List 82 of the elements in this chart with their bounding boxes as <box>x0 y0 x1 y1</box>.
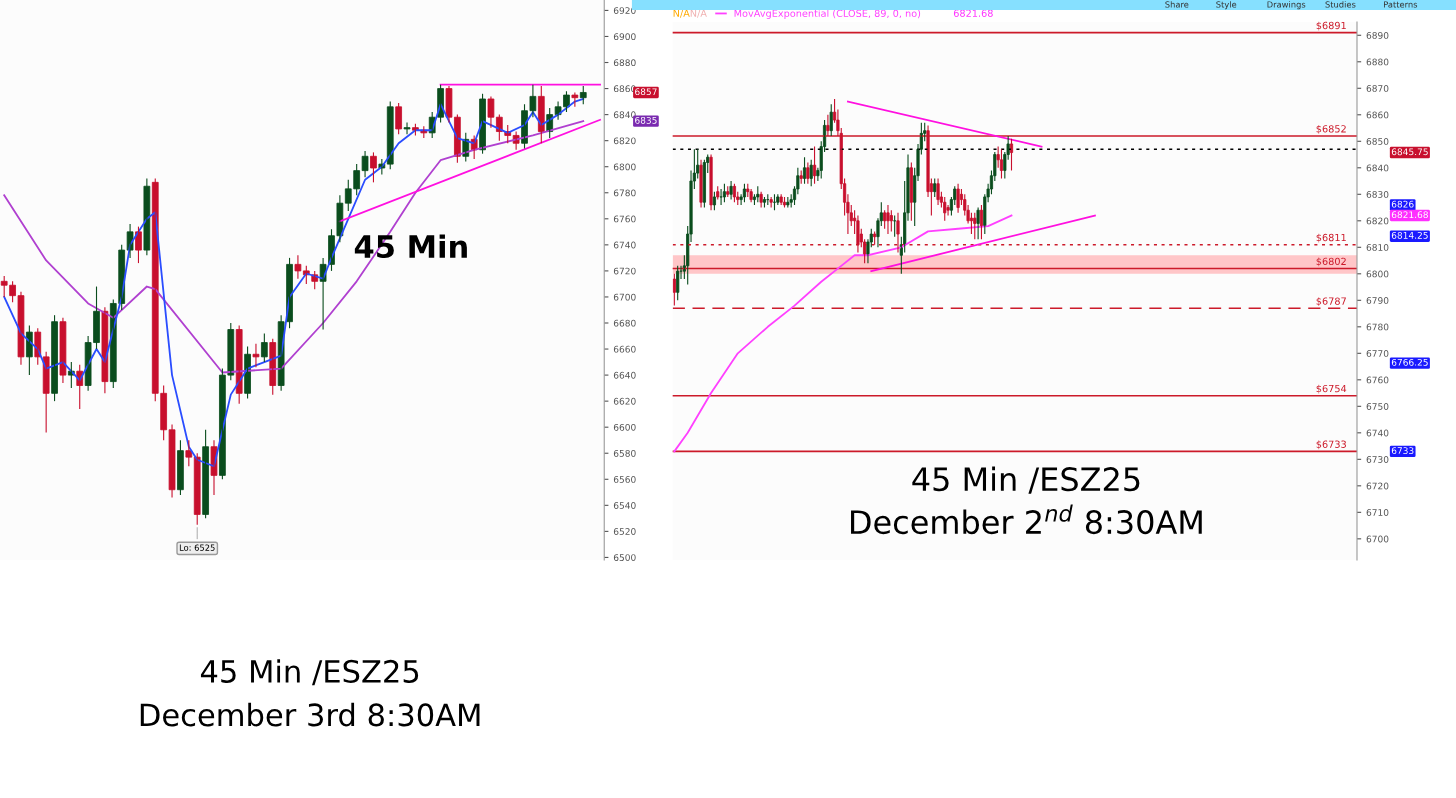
annotation: Lo: 6525 <box>179 544 215 551</box>
y-tick-label: 6620 <box>613 397 636 405</box>
y-tick-label: 6760 <box>613 215 636 223</box>
y-tick-label: 6870 <box>1366 85 1389 92</box>
text: Style <box>1216 1 1237 10</box>
y-tick-label: 6740 <box>1366 429 1389 437</box>
candlestick <box>261 332 268 363</box>
y-tick-label: 6540 <box>613 502 636 509</box>
y-tick-label: 6820 <box>613 137 636 145</box>
y-tick-label: 6720 <box>1366 482 1389 490</box>
text: N/A <box>690 9 707 18</box>
text: 6835 <box>635 116 657 124</box>
y-tick-label: 6860 <box>1366 111 1389 119</box>
y-tick-label: 6680 <box>613 319 636 327</box>
candlestick <box>177 439 184 496</box>
y-tick-label: 6720 <box>613 267 636 275</box>
ref-line-label: $6802 <box>1316 257 1346 267</box>
text: 6821.68 <box>953 9 993 17</box>
text: Drawings <box>1267 1 1306 10</box>
annotation: 45 Min /ESZ25 December 2$^{nd}$ 8:30AM <box>851 466 1202 535</box>
candlestick <box>716 185 720 201</box>
y-tick-label: 6880 <box>1366 58 1389 66</box>
candlestick <box>571 91 579 108</box>
y-tick-label: 6560 <box>613 476 636 483</box>
y-tick-label: 6710 <box>1366 509 1389 516</box>
y-tick-label: 6900 <box>613 33 636 41</box>
candlestick <box>786 196 790 209</box>
y-tick-label: 6700 <box>613 293 636 301</box>
text: 6733 <box>1391 447 1414 454</box>
ref-line-label: $6811 <box>1316 233 1346 243</box>
y-tick-label: 6770 <box>1366 350 1389 357</box>
ref-line-label: $6754 <box>1316 384 1347 394</box>
line-series <box>3 120 585 374</box>
y-tick-label: 6580 <box>613 449 636 457</box>
y-tick-label: 6640 <box>613 371 636 379</box>
ref-line-label: $6787 <box>1316 297 1346 307</box>
y-tick-label: 6840 <box>613 111 636 119</box>
text: 6821.68 <box>1391 211 1428 219</box>
y-tick-label: 6520 <box>613 528 636 535</box>
text: 6845.75 <box>1391 148 1428 156</box>
candlestick <box>403 121 411 135</box>
ref-line-label: $6852 <box>1316 124 1346 134</box>
text: Studies <box>1325 1 1356 8</box>
y-tick-label: 6810 <box>1366 244 1389 251</box>
y-tick-label: 6700 <box>1366 535 1389 543</box>
candlestick <box>395 102 402 135</box>
y-tick-label: 6820 <box>1366 217 1389 225</box>
y-tick-label: 6600 <box>613 423 636 431</box>
y-tick-label: 6660 <box>613 345 636 353</box>
y-tick-label: 6760 <box>1366 376 1389 384</box>
text: 6814.25 <box>1391 231 1428 239</box>
text: Share <box>1165 1 1189 8</box>
ref-line-label: $6891 <box>1316 21 1346 31</box>
text: Patterns <box>1384 1 1418 8</box>
candlestick <box>579 85 587 105</box>
y-tick-label: 6730 <box>1366 456 1389 463</box>
y-tick-label: 6790 <box>1366 297 1389 304</box>
text: 45 Min /ESZ25 December 3rd 8:30AM <box>140 659 480 727</box>
candlestick <box>779 193 783 206</box>
text: 6826 <box>1391 200 1414 208</box>
y-tick-label: 6850 <box>1366 138 1389 145</box>
y-tick-label: 6890 <box>1366 32 1389 39</box>
y-tick-label: 6880 <box>613 59 636 67</box>
y-tick-label: 6500 <box>613 554 636 561</box>
candlestick <box>252 343 260 368</box>
y-tick-label: 6780 <box>613 189 636 197</box>
y-tick-label: 6800 <box>1366 270 1389 278</box>
y-tick-label: 6750 <box>1366 403 1389 410</box>
y-tick-label: 6800 <box>613 163 636 171</box>
legend-label: MovAvgExponential (CLOSE, 89, 0, no) <box>734 9 921 19</box>
candlestick <box>370 151 377 183</box>
text: 6857 <box>635 88 657 96</box>
candlestick <box>185 439 193 467</box>
y-tick-label: 6830 <box>1366 191 1389 198</box>
line-series <box>673 214 1013 453</box>
y-tick-label: 6740 <box>613 241 636 249</box>
text: 6766.25 <box>1391 358 1428 366</box>
y-tick-label: 6780 <box>1366 323 1389 331</box>
ref-line-label: $6733 <box>1316 440 1346 450</box>
candlestick <box>799 169 803 185</box>
y-tick-label: 6840 <box>1366 164 1389 172</box>
text: N/A <box>673 9 690 18</box>
